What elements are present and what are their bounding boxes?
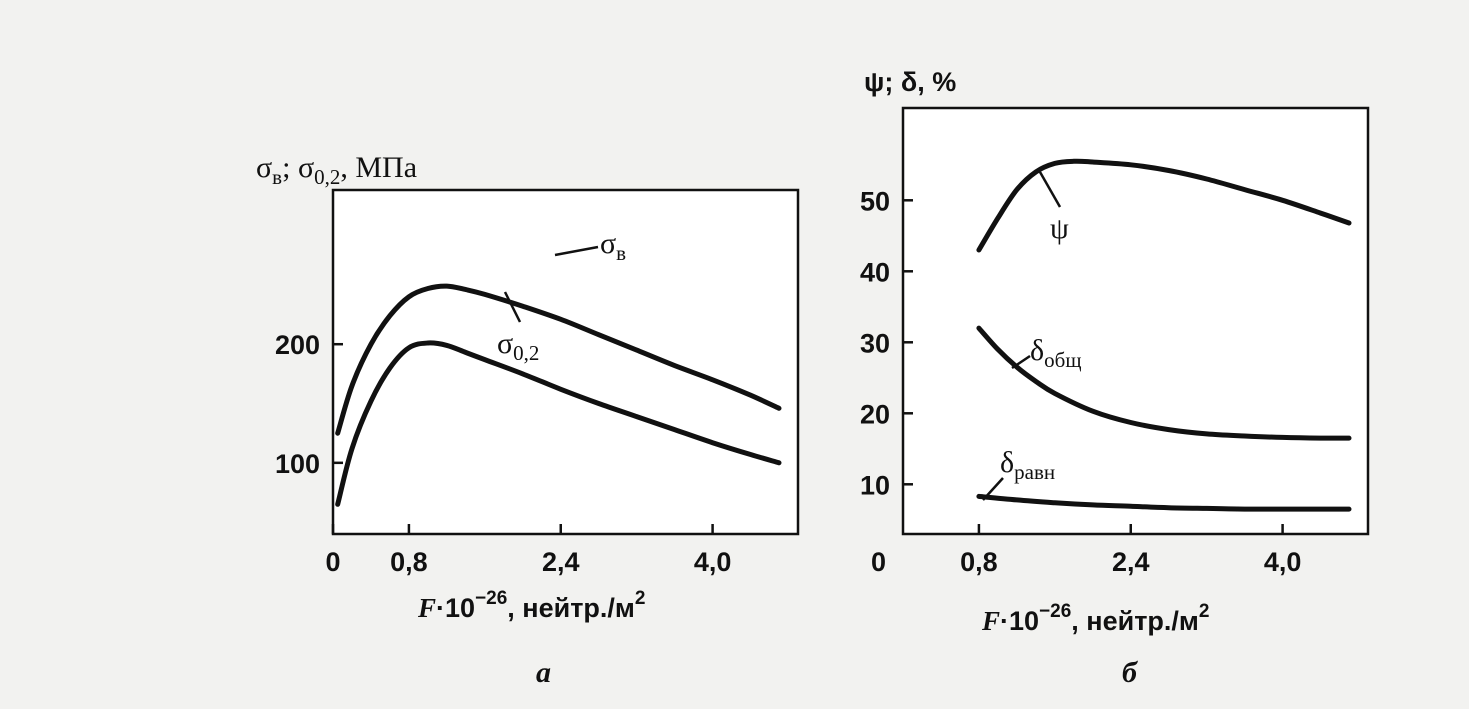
panel-a-plot-area — [331, 188, 800, 536]
series-label-psi: ψ — [1050, 212, 1069, 245]
panel-a-caption: а — [536, 656, 551, 689]
x-tick-label-0-0: 0 — [325, 547, 340, 577]
panel-b-x-axis-label: F·10−26, нейтр./м2 — [981, 601, 1209, 636]
panel-a-y-axis-label: σв; σ0,2, МПа — [256, 151, 417, 189]
y-tick-label-0-1: 200 — [275, 330, 320, 360]
series-leader-delta-total — [1011, 354, 1031, 370]
series-leader-delta-uniform — [982, 477, 1004, 501]
series-line-1-1 — [976, 325, 1352, 441]
panel-a: 0 0,8 2,4 4,0 100 200 σв; σ0,2, МПа σв σ0,2 F… — [256, 151, 800, 689]
x-tick-label-1-1: 2,4 — [1112, 547, 1150, 577]
x-tick-label-1-2: 4,0 — [1264, 547, 1302, 577]
origin-label-1: 0 — [871, 547, 886, 577]
panel-a-x-axis-label: F·10−26, нейтр./м2 — [417, 588, 645, 623]
x-tick-label-0-3: 4,0 — [694, 547, 732, 577]
series-label-sigma-02: σ0,2 — [497, 327, 539, 365]
series-leader-psi — [1038, 171, 1062, 208]
series-line-0-1 — [335, 340, 782, 507]
series-line-1-0 — [976, 158, 1352, 253]
panel-b-curves — [976, 158, 1352, 512]
panel-a-ticks: 0 0,8 2,4 4,0 100 200 — [275, 330, 731, 577]
panel-b-ticks: 0,8 2,4 4,0 0 10 20 30 40 50 — [860, 186, 1301, 577]
series-line-1-2 — [976, 493, 1352, 512]
series-label-sigma-v: σв — [600, 227, 626, 265]
x-tick-label-1-0: 0,8 — [960, 547, 998, 577]
series-label-delta-uniform: δравн — [1000, 446, 1055, 484]
panel-b-y-axis-label: ψ; δ, % — [864, 67, 956, 97]
series-leader-sigma-02 — [503, 291, 522, 323]
x-tick-label-0-1: 0,8 — [390, 547, 428, 577]
y-tick-label-1-0: 10 — [860, 470, 890, 500]
y-tick-label-0-0: 100 — [275, 449, 320, 479]
panel-a-curves — [335, 283, 782, 507]
panel-b-caption: б — [1122, 656, 1138, 689]
x-tick-label-0-2: 2,4 — [542, 547, 580, 577]
panel-b: 0,8 2,4 4,0 0 10 20 30 40 50 ψ; δ, % ψ δобщ δрав… — [860, 67, 1370, 689]
series-line-0-0 — [335, 283, 782, 436]
series-leader-sigma-v — [554, 245, 599, 257]
y-tick-label-1-3: 40 — [860, 257, 890, 287]
panel-b-plot-area — [901, 106, 1370, 536]
y-tick-label-1-1: 20 — [860, 399, 890, 429]
y-tick-label-1-2: 30 — [860, 328, 890, 358]
series-label-delta-total: δобщ — [1030, 334, 1082, 372]
y-tick-label-1-4: 50 — [860, 186, 890, 216]
